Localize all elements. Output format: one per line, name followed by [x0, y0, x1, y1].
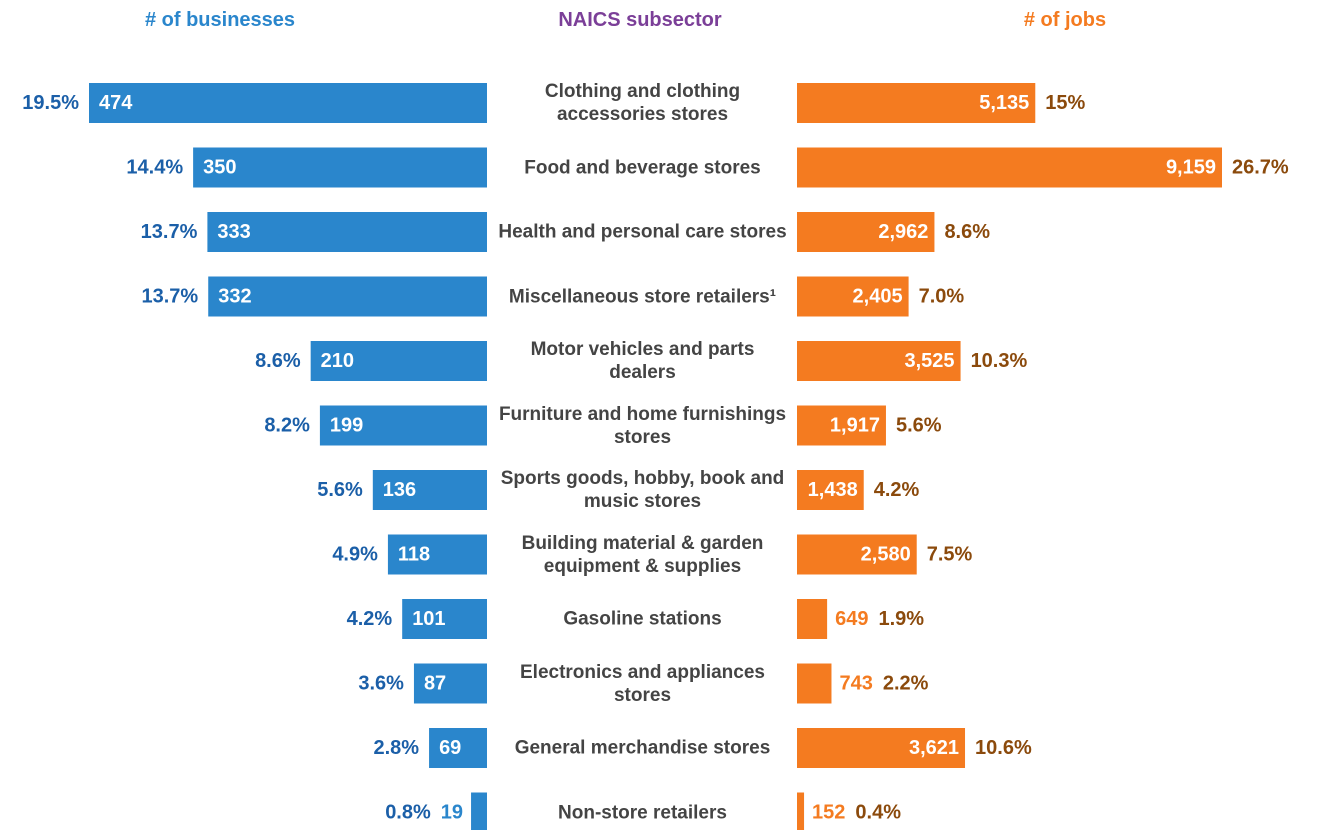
value-label: 199: [330, 415, 363, 437]
value-label: 2,405: [853, 286, 903, 308]
share-label: 1.9%: [878, 608, 924, 630]
share-label: 2.2%: [883, 673, 929, 695]
value-label: 136: [383, 479, 416, 501]
bar: [797, 212, 935, 252]
category-label: Health and personal care stores: [498, 221, 787, 243]
share-label: 10.3%: [971, 350, 1028, 372]
value-label: 649: [835, 608, 868, 630]
value-label: 87: [424, 673, 446, 695]
share-label: 3.6%: [358, 673, 404, 695]
value-label: 210: [321, 350, 354, 372]
category-label: Food and beverage stores: [524, 157, 761, 178]
share-label: 10.6%: [975, 737, 1032, 759]
value-label: 19: [441, 802, 463, 824]
share-label: 15%: [1045, 92, 1085, 114]
share-label: 2.8%: [373, 737, 419, 759]
bar: [797, 83, 1036, 123]
category-label: Clothing and clothing accessories stores: [544, 81, 741, 125]
bar: [797, 147, 1222, 188]
category-label: Motor vehicles and parts dealers: [530, 339, 755, 383]
category-label: Electronics and appliances stores: [520, 661, 765, 706]
value-label: 332: [218, 286, 251, 308]
value-label: 5,135: [979, 92, 1029, 114]
category-label: Gasoline stations: [563, 608, 722, 630]
share-label: 7.5%: [927, 544, 973, 566]
share-label: 13.7%: [141, 221, 198, 243]
bar: [797, 599, 828, 639]
bar: [797, 534, 917, 575]
value-label: 3,525: [905, 350, 955, 372]
bar: [387, 534, 487, 575]
category-label: Building material & garden equipment & s…: [521, 532, 764, 577]
bar: [797, 470, 864, 510]
bar: [429, 728, 487, 768]
bar: [797, 728, 966, 768]
bar: [413, 663, 487, 704]
category-label: Sports goods, hobby, book and music stor…: [500, 468, 785, 512]
value-label: 152: [812, 802, 845, 824]
value-label: 2,962: [878, 221, 928, 243]
bar: [207, 212, 488, 252]
value-label: 2,580: [861, 544, 911, 566]
bar: [402, 599, 487, 639]
share-label: 8.6%: [944, 221, 990, 243]
value-label: 1,438: [808, 479, 858, 501]
share-label: 13.7%: [142, 286, 199, 308]
left-title: # of businesses: [145, 9, 295, 31]
value-label: 333: [217, 221, 250, 243]
share-label: 7.0%: [919, 286, 965, 308]
bar: [89, 83, 487, 123]
share-label: 8.6%: [255, 350, 301, 372]
bar: [797, 663, 832, 704]
right-title: # of jobs: [1024, 9, 1106, 31]
share-label: 14.4%: [126, 157, 183, 179]
category-label: Miscellaneous store retailers¹: [508, 286, 777, 307]
share-label: 19.5%: [22, 92, 79, 114]
share-label: 8.2%: [264, 415, 310, 437]
share-label: 26.7%: [1232, 157, 1289, 179]
share-label: 0.4%: [855, 802, 901, 824]
category-label: Furniture and home furnishings stores: [498, 403, 787, 448]
share-label: 5.6%: [896, 415, 942, 437]
bar: [797, 405, 886, 446]
value-label: 101: [412, 608, 445, 630]
value-label: 69: [439, 737, 461, 759]
bar: [319, 405, 487, 446]
category-label: Non-store retailers: [558, 802, 727, 823]
value-label: 350: [203, 157, 236, 179]
share-label: 4.2%: [347, 608, 393, 630]
value-label: 118: [398, 544, 430, 566]
bar: [797, 276, 909, 317]
share-label: 0.8%: [385, 802, 431, 824]
bar: [372, 470, 487, 510]
bar: [193, 147, 487, 188]
value-label: 1,917: [830, 415, 880, 437]
value-label: 474: [99, 92, 133, 114]
bar: [471, 792, 487, 830]
share-label: 5.6%: [317, 479, 363, 501]
value-label: 9,159: [1166, 157, 1216, 179]
category-label: General merchandise stores: [514, 737, 771, 759]
center-title: NAICS subsector: [558, 9, 722, 31]
bar: [208, 276, 488, 317]
value-label: 743: [839, 673, 872, 695]
bar: [797, 341, 961, 381]
share-label: 4.9%: [332, 544, 378, 566]
share-label: 4.2%: [874, 479, 920, 501]
value-label: 3,621: [909, 737, 959, 759]
bar: [310, 341, 487, 381]
bar: [797, 792, 805, 830]
